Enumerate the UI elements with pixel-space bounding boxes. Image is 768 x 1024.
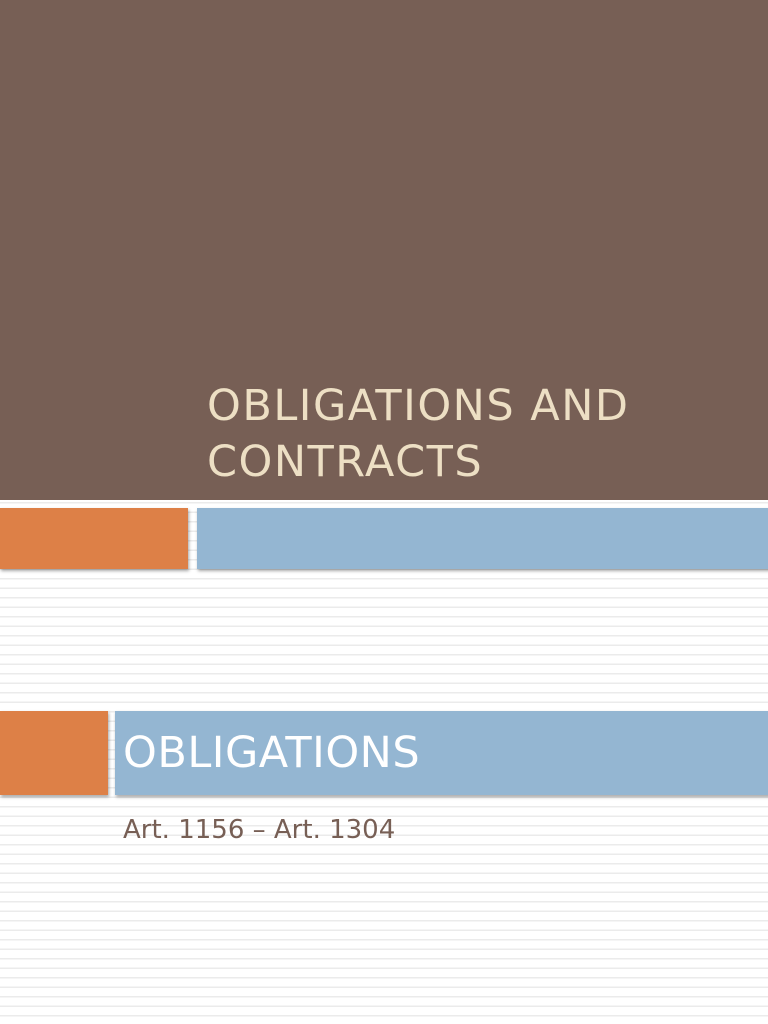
section-subtitle: Art. 1156 – Art. 1304: [123, 815, 396, 845]
section-heading: OBLIGATIONS: [123, 728, 421, 778]
blue-accent-bar: [197, 508, 768, 569]
section-orange-accent: [0, 711, 108, 795]
title-slide-header: OBLIGATIONS AND CONTRACTS: [0, 0, 768, 500]
orange-accent-bar: [0, 508, 188, 569]
section-title-banner: OBLIGATIONS: [115, 711, 768, 795]
title-slide-heading: OBLIGATIONS AND CONTRACTS: [207, 381, 630, 487]
